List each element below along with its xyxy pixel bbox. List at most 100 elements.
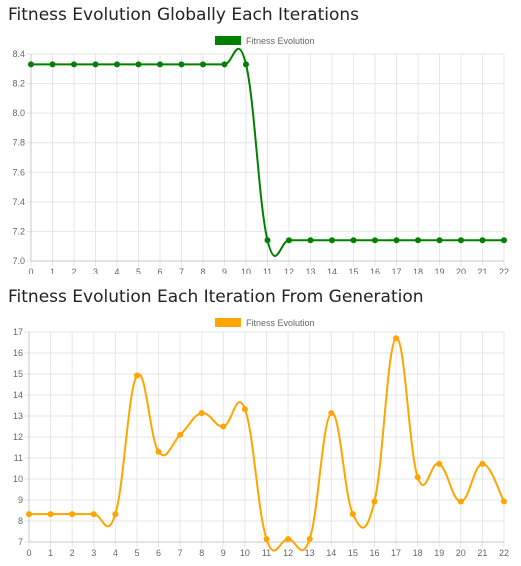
- data-point[interactable]: [371, 498, 378, 505]
- x-tick-label: 20: [456, 267, 466, 274]
- data-point[interactable]: [49, 61, 56, 68]
- data-point[interactable]: [415, 237, 421, 244]
- legend-label: Fitness Evolution: [246, 318, 315, 328]
- x-tick-label: 13: [305, 267, 315, 274]
- x-tick-label: 20: [456, 548, 466, 558]
- y-tick-label: 8.0: [12, 108, 25, 118]
- y-tick-label: 7.4: [12, 197, 25, 207]
- data-point[interactable]: [177, 431, 184, 438]
- legend[interactable]: Fitness Evolution: [215, 36, 315, 46]
- x-tick-label: 7: [178, 548, 183, 558]
- data-point[interactable]: [200, 61, 206, 68]
- x-tick-label: 17: [391, 548, 401, 558]
- data-point[interactable]: [414, 474, 421, 481]
- data-point[interactable]: [479, 237, 486, 244]
- data-point[interactable]: [243, 61, 249, 68]
- y-tick-label: 7: [18, 537, 23, 547]
- data-point[interactable]: [393, 335, 400, 342]
- data-point[interactable]: [28, 61, 34, 68]
- y-tick-label: 7.2: [12, 226, 25, 236]
- data-point[interactable]: [114, 61, 120, 68]
- data-point[interactable]: [112, 511, 119, 518]
- data-point[interactable]: [71, 61, 77, 68]
- data-point[interactable]: [69, 511, 76, 518]
- x-tick-label: 10: [241, 267, 251, 274]
- data-point[interactable]: [221, 61, 228, 68]
- data-point[interactable]: [264, 237, 271, 244]
- x-tick-label: 6: [156, 548, 161, 558]
- data-point[interactable]: [92, 61, 99, 68]
- y-tick-label: 7.0: [12, 256, 25, 266]
- x-tick-label: 22: [499, 267, 509, 274]
- y-tick-label: 8.4: [12, 49, 25, 59]
- data-point[interactable]: [349, 511, 356, 518]
- x-tick-label: 0: [26, 548, 31, 558]
- x-tick-label: 11: [263, 267, 272, 274]
- data-point[interactable]: [220, 423, 227, 430]
- data-point[interactable]: [133, 372, 140, 379]
- data-point[interactable]: [178, 61, 185, 68]
- data-point[interactable]: [241, 406, 248, 413]
- data-point[interactable]: [457, 498, 464, 505]
- x-tick-label: 14: [326, 548, 336, 558]
- x-tick-label: 0: [28, 267, 33, 274]
- data-point[interactable]: [155, 448, 162, 455]
- data-point[interactable]: [47, 511, 54, 518]
- data-point[interactable]: [307, 237, 314, 244]
- x-tick-label: 4: [114, 267, 119, 274]
- x-tick-label: 12: [283, 548, 293, 558]
- x-tick-label: 19: [434, 548, 444, 558]
- data-point[interactable]: [436, 460, 443, 467]
- data-point[interactable]: [286, 237, 292, 244]
- data-point[interactable]: [198, 410, 205, 417]
- y-tick-label: 7.8: [12, 138, 25, 148]
- data-point[interactable]: [306, 536, 313, 543]
- legend[interactable]: Fitness Evolution: [215, 318, 315, 328]
- x-tick-label: 9: [221, 548, 226, 558]
- x-tick-label: 15: [348, 267, 358, 274]
- x-tick-label: 9: [222, 267, 227, 274]
- y-tick-label: 12: [13, 432, 23, 442]
- y-tick-label: 9: [18, 495, 23, 505]
- data-point[interactable]: [501, 498, 507, 505]
- data-point[interactable]: [328, 410, 335, 417]
- y-tick-label: 14: [13, 390, 23, 400]
- x-tick-label: 12: [284, 267, 294, 274]
- data-point[interactable]: [329, 237, 335, 244]
- x-tick-label: 1: [50, 267, 55, 274]
- data-point[interactable]: [285, 536, 292, 543]
- x-tick-label: 10: [240, 548, 250, 558]
- legend-swatch: [215, 318, 241, 327]
- data-point[interactable]: [157, 61, 163, 68]
- chart-2-title: Fitness Evolution Each Iteration From Ge…: [8, 287, 424, 307]
- x-tick-label: 15: [348, 548, 358, 558]
- data-point[interactable]: [372, 237, 378, 244]
- x-tick-label: 13: [305, 548, 315, 558]
- x-tick-label: 16: [370, 267, 380, 274]
- chart-1: 7.07.27.47.67.88.08.28.40 1 2 3 4 5 6 7 8 9 10 11 12…: [12, 36, 509, 274]
- data-point[interactable]: [393, 237, 400, 244]
- x-tick-label: 3: [93, 267, 98, 274]
- chart-1-title: Fitness Evolution Globally Each Iteratio…: [8, 5, 360, 25]
- data-point[interactable]: [135, 61, 142, 68]
- data-point[interactable]: [90, 511, 97, 518]
- x-tick-label: 2: [71, 267, 76, 274]
- data-point[interactable]: [26, 511, 32, 518]
- x-tick-label: 2: [70, 548, 75, 558]
- grid: [26, 53, 505, 266]
- x-tick-label: 18: [413, 267, 423, 274]
- y-tick-label: 17: [13, 327, 23, 337]
- data-point[interactable]: [501, 237, 507, 244]
- x-tick-label: 11: [262, 548, 271, 558]
- data-point[interactable]: [350, 237, 357, 244]
- x-tick-label: 5: [134, 548, 139, 558]
- x-tick-label: 18: [413, 548, 423, 558]
- y-tick-label: 7.6: [12, 167, 25, 177]
- data-point[interactable]: [436, 237, 443, 244]
- data-point[interactable]: [263, 536, 270, 543]
- x-tick-label: 1: [48, 548, 53, 558]
- data-point[interactable]: [458, 237, 464, 244]
- y-tick-label: 13: [13, 411, 23, 421]
- data-point[interactable]: [479, 460, 486, 467]
- x-tick-label: 7: [179, 267, 184, 274]
